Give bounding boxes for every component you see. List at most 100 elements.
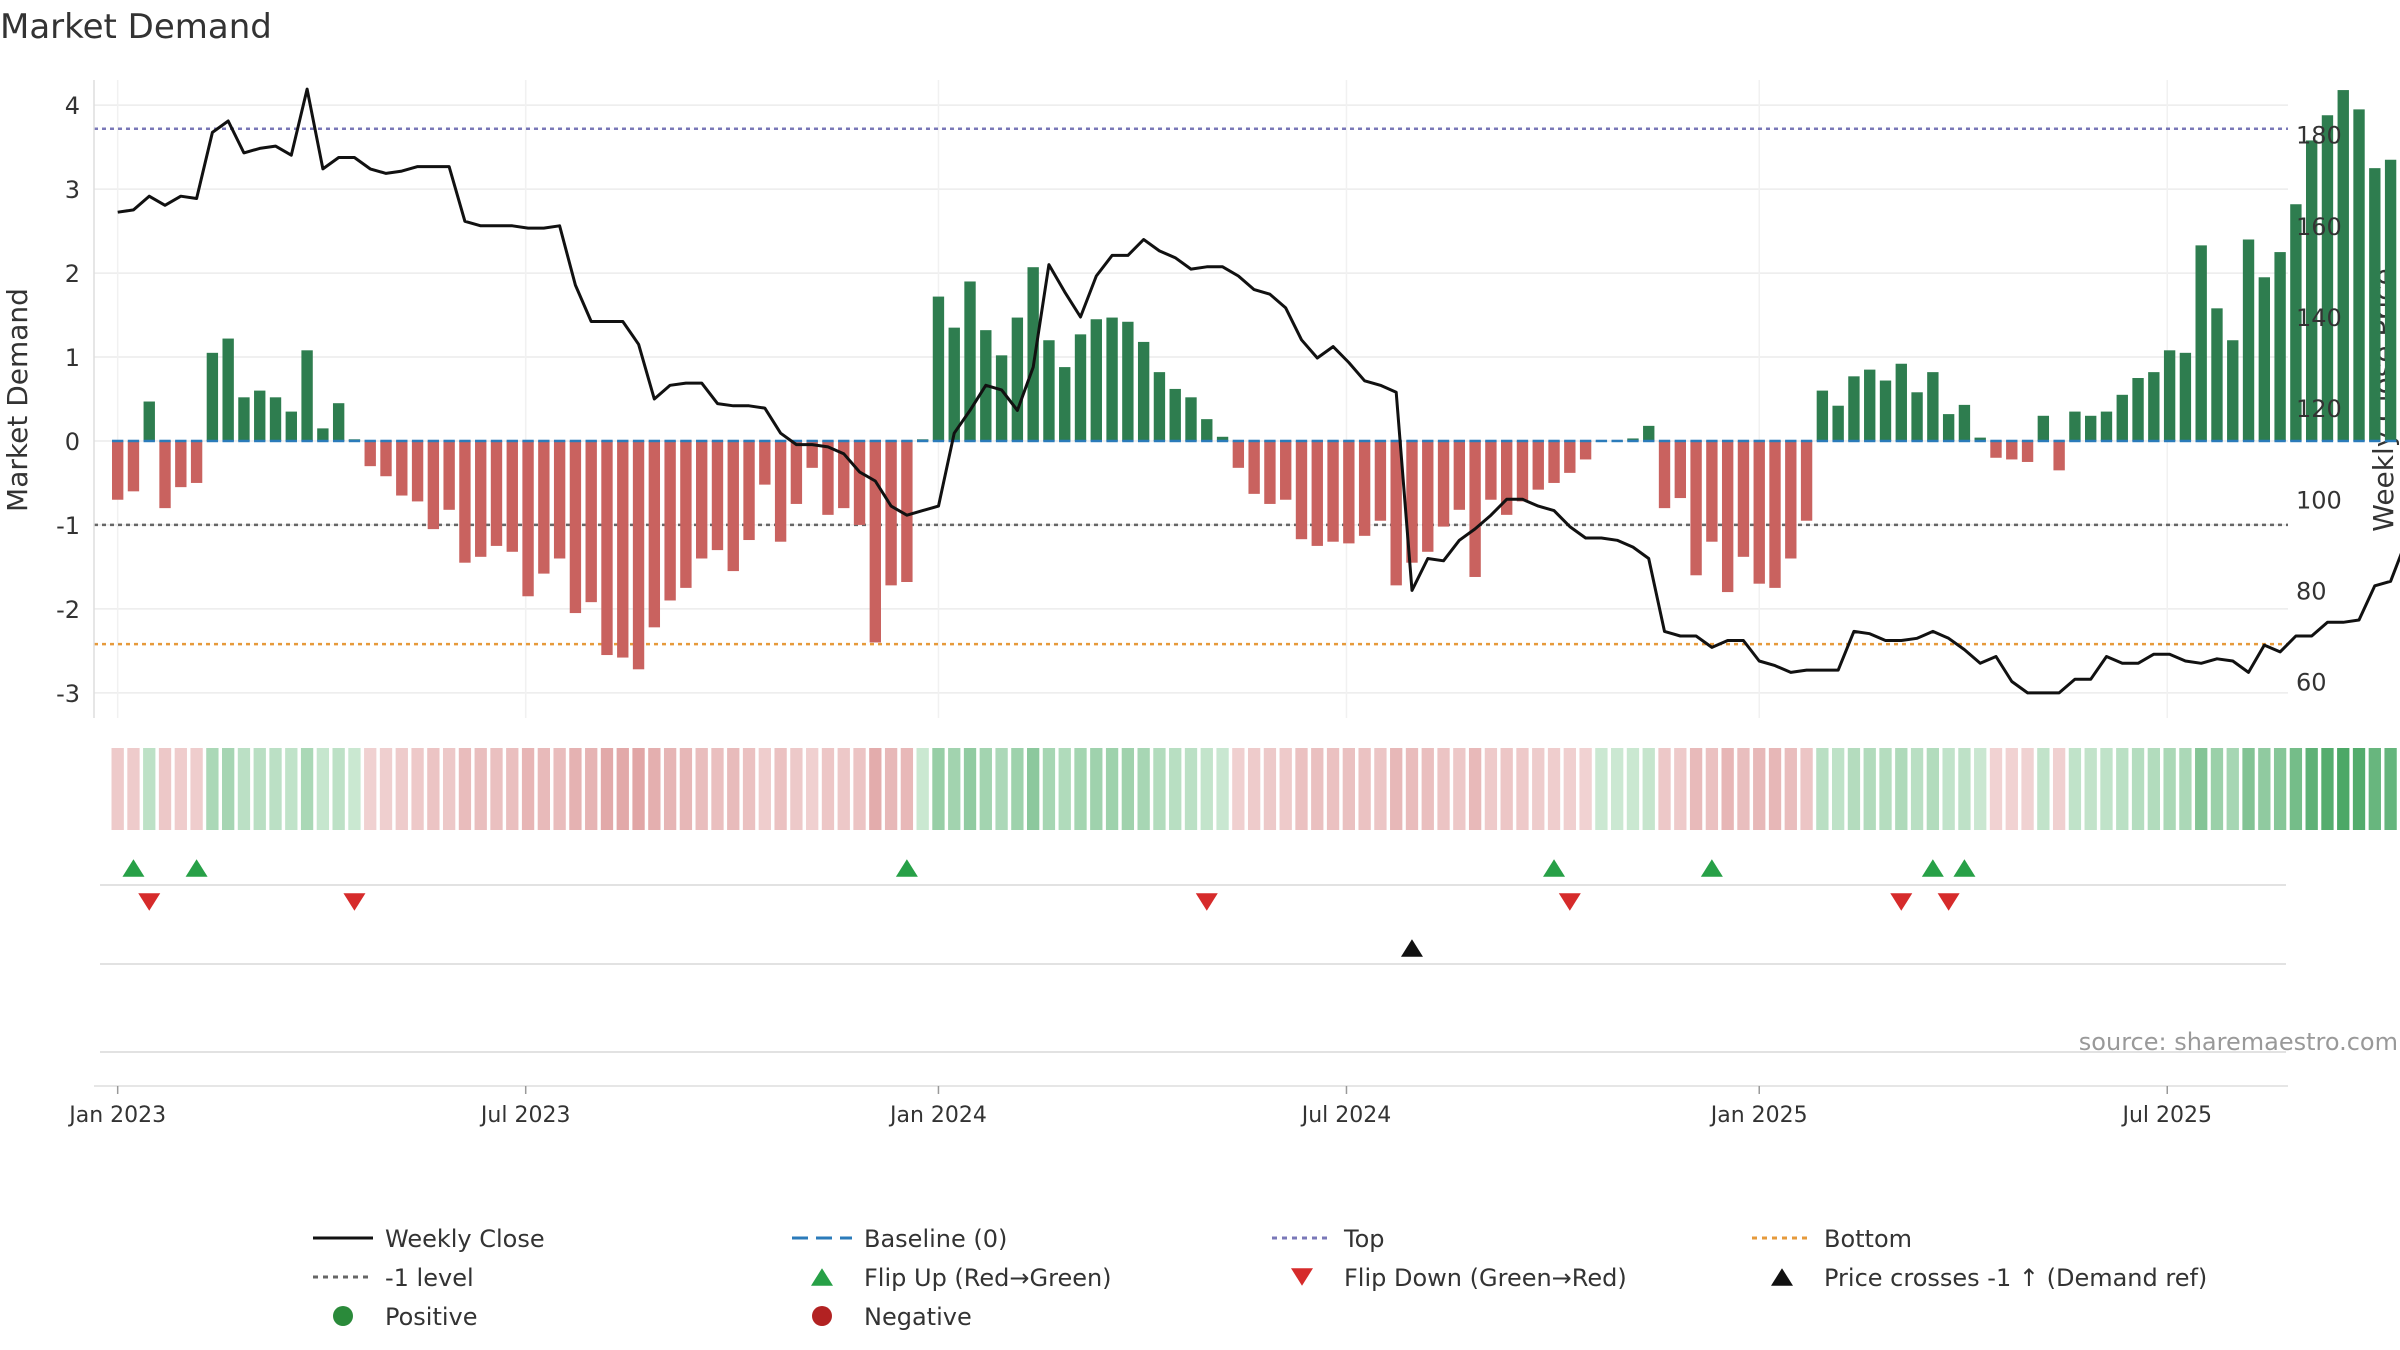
demand-bar [2179, 352, 2192, 441]
demand-heat-strip [111, 748, 2397, 830]
demand-bar [1769, 440, 1781, 588]
demand-bar [2337, 90, 2349, 441]
demand-bar [553, 440, 566, 559]
legend-item: Negative [812, 1303, 972, 1331]
strip-cell [1326, 748, 1340, 830]
demand-bar [1027, 267, 1039, 441]
strip-cell [1042, 748, 1056, 830]
strip-cell [742, 748, 756, 830]
demand-bar [1800, 440, 1813, 521]
strip-cell [332, 748, 345, 830]
legend-swatch-price-cross [1771, 1268, 1793, 1286]
demand-bar [680, 440, 692, 588]
demand-bar [790, 440, 803, 504]
demand-bar [2006, 440, 2018, 460]
strip-cell [1011, 748, 1024, 830]
demand-bar [1137, 341, 1150, 441]
strip-cell [821, 748, 835, 830]
demand-bar [459, 440, 471, 563]
demand-bar [2037, 415, 2050, 441]
demand-bar [396, 440, 408, 496]
demand-bar [2195, 245, 2207, 441]
strip-cell [111, 748, 124, 830]
strip-cell [790, 748, 803, 830]
strip-cell [127, 748, 140, 830]
demand-bar [1201, 419, 1213, 441]
demand-bar [301, 350, 313, 441]
demand-bar [159, 440, 171, 509]
y2-tick-label: 100 [2296, 486, 2342, 514]
demand-bar [175, 440, 187, 488]
strip-cell [2384, 748, 2397, 830]
y-axis-label: Market Demand [1, 288, 34, 512]
strip-cell [648, 748, 661, 830]
strip-cell [1516, 748, 1529, 830]
legend-label: Flip Up (Red→Green) [864, 1264, 1112, 1292]
strip-cell [1247, 748, 1261, 830]
flip-up-marker [1700, 859, 1723, 877]
strip-cell [979, 748, 992, 830]
demand-bar [1974, 437, 1986, 441]
demand-bar [427, 440, 440, 530]
legend-label: Positive [385, 1303, 478, 1331]
strip-cell [869, 748, 882, 830]
legend-label: Price crosses -1 ↑ (Demand ref) [1824, 1264, 2207, 1292]
strip-cell [2116, 748, 2129, 830]
demand-bar [490, 440, 503, 546]
strip-cell [1121, 748, 1135, 830]
strip-cell [916, 748, 929, 830]
demand-bar [1516, 440, 1529, 502]
legend-label: Flip Down (Green→Red) [1344, 1264, 1627, 1292]
demand-bar [696, 440, 708, 559]
flip-down-marker [1558, 893, 1581, 911]
legend-swatch-flip-up [811, 1268, 833, 1286]
demand-bar [364, 440, 376, 467]
strip-cell [411, 748, 424, 830]
strip-cell [1579, 748, 1592, 830]
demand-bar [1990, 440, 2002, 458]
demand-bar [1469, 440, 1481, 577]
strip-cell [1611, 748, 1624, 830]
legend: Weekly Close Baseline (0) Top Bottom -1 leve… [313, 1225, 2207, 1331]
legend-item: Baseline (0) [792, 1225, 1007, 1253]
strip-cell [1879, 748, 1892, 830]
strip-cell [1910, 748, 1924, 830]
demand-bar [601, 440, 613, 656]
demand-bar [759, 440, 771, 485]
strip-cell [269, 748, 282, 830]
strip-cell [2258, 748, 2271, 830]
demand-bar [1153, 372, 1166, 441]
x-tick-label: Jul 2023 [479, 1103, 571, 1128]
demand-bar [869, 440, 881, 643]
demand-bar [1690, 440, 1702, 576]
strip-cell [458, 748, 472, 830]
strip-cell [348, 748, 361, 830]
legend-item: Flip Up (Red→Green) [811, 1264, 1112, 1292]
demand-bar [1343, 440, 1355, 544]
demand-bar [2369, 168, 2381, 441]
strip-cell [1311, 748, 1324, 830]
demand-bar [1074, 334, 1087, 441]
strip-cell [1153, 748, 1166, 830]
demand-bar [1169, 388, 1181, 441]
strip-cell [1942, 748, 1955, 830]
demand-bar [1643, 425, 1655, 441]
demand-bar [2242, 239, 2255, 441]
x-tick-label: Jan 2025 [1709, 1103, 1808, 1128]
legend-item: Price crosses -1 ↑ (Demand ref) [1771, 1264, 2207, 1292]
demand-bars [111, 90, 2397, 670]
legend-label: Weekly Close [385, 1225, 545, 1253]
strip-cell [521, 748, 535, 830]
weekly-close-line [117, 87, 2400, 695]
strip-cell [1074, 748, 1087, 830]
demand-bar [774, 440, 787, 542]
demand-bar [2211, 308, 2223, 441]
strip-cell [237, 748, 251, 830]
demand-bar [1832, 405, 1844, 441]
flip-down-marker [1195, 893, 1218, 911]
demand-bar [254, 390, 266, 441]
x-tick-label: Jan 2023 [67, 1103, 166, 1128]
strip-cell [585, 748, 598, 830]
demand-bar [1785, 440, 1797, 559]
strip-cell [364, 748, 377, 830]
